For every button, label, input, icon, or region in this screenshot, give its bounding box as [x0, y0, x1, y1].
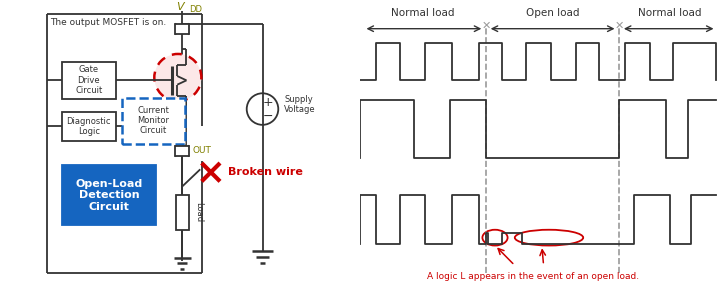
Text: −: − — [262, 110, 273, 123]
Text: OUT: OUT — [192, 146, 211, 156]
Text: Diagnostic
Logic: Diagnostic Logic — [67, 117, 111, 136]
Text: The output MOSFET is on.: The output MOSFET is on. — [50, 18, 166, 28]
Bar — [175, 24, 189, 34]
Text: Normal load: Normal load — [638, 8, 701, 18]
Text: ✕: ✕ — [614, 21, 624, 31]
Bar — [175, 146, 189, 156]
Text: +: + — [262, 96, 273, 109]
Text: ✕: ✕ — [481, 21, 491, 31]
Text: DD: DD — [189, 5, 202, 14]
Text: Open load: Open load — [526, 8, 580, 18]
Text: Supply
Voltage: Supply Voltage — [284, 95, 315, 115]
Text: Load: Load — [194, 202, 203, 222]
Text: Open-Load
Detection
Circuit: Open-Load Detection Circuit — [76, 179, 143, 212]
Text: A logic L appears in the event of an open load.: A logic L appears in the event of an ope… — [427, 272, 639, 282]
Bar — [176, 195, 189, 230]
Bar — [122, 98, 185, 144]
Text: Broken wire: Broken wire — [228, 167, 303, 177]
Text: Gate
Drive
Circuit: Gate Drive Circuit — [75, 65, 102, 95]
Bar — [62, 165, 156, 225]
Bar — [62, 112, 116, 141]
Bar — [62, 62, 116, 99]
Text: V: V — [176, 2, 184, 12]
Circle shape — [154, 54, 202, 101]
Text: Normal load: Normal load — [391, 8, 455, 18]
Text: Current
Monitor
Circuit: Current Monitor Circuit — [138, 106, 169, 135]
